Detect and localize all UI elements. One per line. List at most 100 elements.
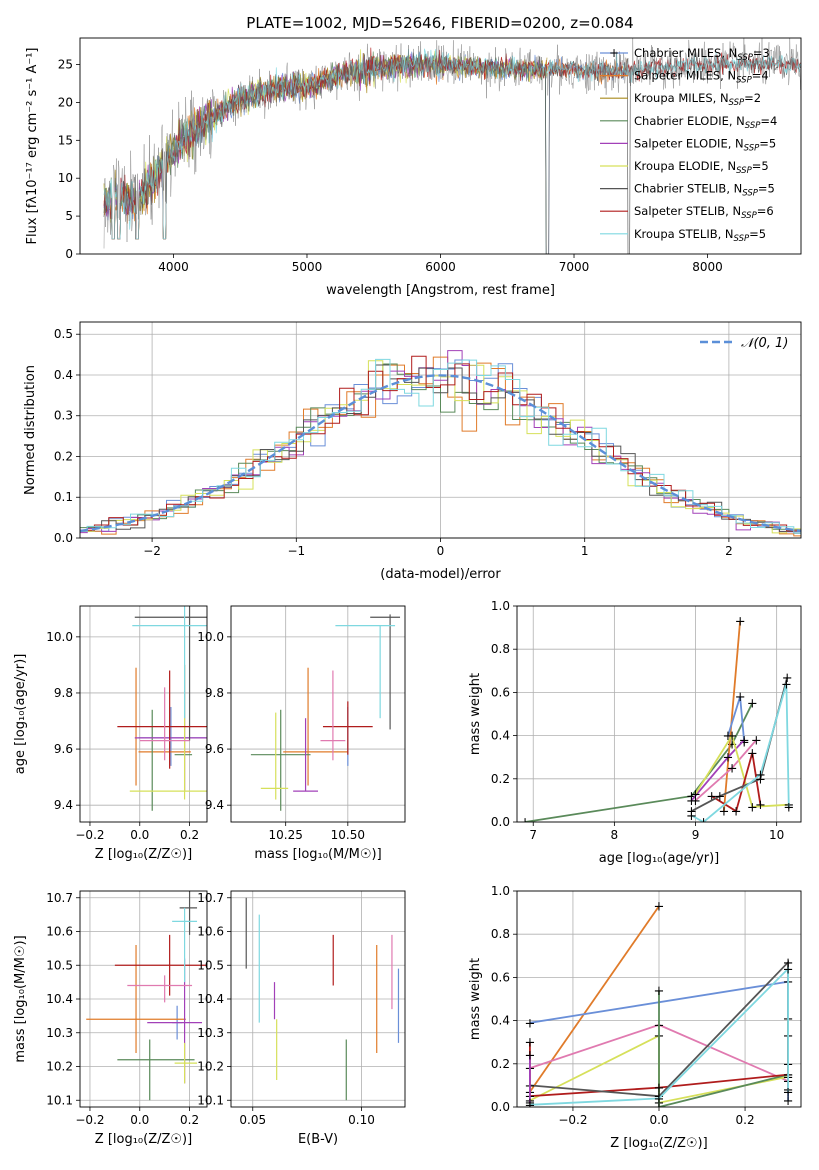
x-tick-label: 6000 — [425, 260, 456, 274]
legend-label: Chabrier ELODIE, NSSP=4 — [634, 114, 777, 131]
mass-weight-point: + — [783, 1085, 794, 1100]
y-tick-label: 0.3 — [54, 409, 73, 423]
error-cross-kroupa-elodie — [174, 1042, 198, 1084]
legend-label-subscript: SSP — [729, 98, 745, 108]
x-tick-label: 4000 — [158, 260, 189, 274]
mass-weight-point: + — [731, 805, 742, 820]
y-tick-label: 0.2 — [54, 449, 73, 463]
legend-label-part: Salpeter STELIB, N — [634, 204, 741, 218]
x-axis-label: Z [log₁₀(Z/Z☉)] — [95, 1132, 192, 1147]
y-tick-label: 9.4 — [54, 798, 73, 812]
legend-label: Salpeter ELODIE, NSSP=5 — [634, 136, 776, 153]
legend-label-subscript: SSP — [737, 53, 753, 63]
residuals-panel: −2 −1 0 1 2 0.0 0.1 0.2 0.3 0.4 0.5 (data-model)/er… — [23, 321, 802, 582]
y-axis-label: mass weight — [468, 673, 483, 755]
error-cross-salpeter-miles — [283, 667, 348, 786]
legend-label-part: Salpeter MILES, N — [634, 69, 736, 83]
x-axis-label: age [log₁₀(age/yr)] — [599, 851, 720, 866]
mass-weight-point: + — [706, 790, 717, 805]
legend-label-subscript: SSP — [742, 189, 758, 199]
mass-weight-point: + — [747, 746, 758, 761]
y-tick-label: 10.7 — [46, 891, 73, 905]
x-tick-label: −1 — [287, 544, 305, 558]
legend-label-part: =5 — [758, 182, 775, 196]
mass-weight-line-chabrier-elodie — [658, 990, 789, 1107]
legend-label: 𝒩(0, 1) — [741, 336, 788, 351]
age-vs-metallicity-panel: −0.2 0.0 0.2 9.4 9.6 9.8 10.0 Z [log₁₀(Z/Z☉)] ag… — [13, 605, 208, 862]
error-crosses — [86, 891, 207, 1101]
legend-label-subscript: SSP — [736, 166, 752, 176]
y-tick-label: 0.1 — [54, 490, 73, 504]
y-tick-label: 0.4 — [491, 1014, 510, 1028]
axes-frame — [79, 605, 208, 823]
mass-vs-metallicity-panel: −0.2 0.0 0.2 10.1 10.2 10.3 10.4 10.5 10.6 10.7 Z … — [13, 890, 208, 1147]
y-axis-label: mass [log₁₀(M/M☉)] — [13, 935, 28, 1062]
mass-weight-point: + — [654, 1101, 665, 1116]
y-tick-label: 10 — [58, 171, 73, 185]
mass-weight-point: + — [782, 671, 793, 686]
spectrum-panel: 4000 5000 6000 7000 8000 0 5 10 15 20 25 wavelength… — [25, 37, 802, 298]
y-tick-label: 10.5 — [46, 958, 73, 972]
spectrum-lines — [103, 38, 801, 254]
normal-distribution-curve — [80, 374, 801, 533]
mass-weight-point: + — [690, 787, 701, 802]
mass-weight-line-salpeter-miles — [723, 621, 741, 812]
ticks: 7 8 9 10 0.0 0.2 0.4 0.6 0.8 1.0 — [491, 599, 784, 842]
mass-weight-point: + — [698, 816, 709, 831]
x-tick-label: −2 — [143, 544, 161, 558]
y-tick-label: 10.3 — [197, 1026, 224, 1040]
error-cross-salpeter-stelib — [322, 701, 373, 755]
ticks: −0.2 0.0 0.2 0.0 0.2 0.4 0.6 0.8 1.0 — [491, 884, 755, 1127]
mass-weight-point: + — [727, 738, 738, 753]
y-tick-label: 0.4 — [54, 368, 73, 382]
y-tick-label: 0.0 — [54, 531, 73, 545]
y-tick-label: 0.0 — [491, 815, 510, 829]
y-tick-label: 9.8 — [205, 686, 224, 700]
axes-frame — [516, 605, 802, 823]
error-crosses — [245, 897, 400, 1101]
mass-weight-point: + — [783, 962, 794, 977]
mass-weight-point: + — [783, 1094, 794, 1109]
x-tick-label: −0.2 — [558, 1113, 587, 1127]
x-tick-label: 5000 — [292, 260, 323, 274]
mass-weight-point: + — [735, 690, 746, 705]
y-tick-label: 10.2 — [46, 1060, 73, 1074]
legend-label-subscript: SSP — [741, 211, 757, 221]
mass-weight-point: + — [739, 736, 750, 751]
x-axis-label: wavelength [Angstrom, rest frame] — [326, 283, 555, 298]
axes-frame — [79, 890, 208, 1108]
y-tick-label: 10.3 — [46, 1026, 73, 1040]
error-crosses — [250, 614, 401, 811]
y-tick-label: 1.0 — [491, 599, 510, 613]
y-tick-label: 5 — [65, 209, 73, 223]
y-tick-label: 0.8 — [491, 642, 510, 656]
mass-weight-point: + — [781, 677, 792, 692]
ticks: 0.05 0.10 10.1 10.2 10.3 10.4 10.5 10.6 10.7 — [197, 891, 375, 1127]
mass-weight-line-kroupa-elodie — [694, 733, 789, 808]
mass-weight-line-kroupa-stelib — [529, 966, 789, 1106]
legend-label-subscript: SSP — [736, 76, 752, 86]
y-tick-label: 10.2 — [197, 1060, 224, 1074]
error-cross-chabrier-stelib — [134, 606, 207, 741]
y-tick-label: 15 — [58, 133, 73, 147]
mass-weight-point: + — [783, 956, 794, 971]
x-tick-label: 8 — [611, 828, 619, 842]
mass-weight-point: + — [755, 772, 766, 787]
x-tick-label: −0.2 — [75, 1113, 104, 1127]
x-tick-label: 10.50 — [331, 828, 365, 842]
mass-weight-lines: ++++++++++++++++++++++++++++++++ — [524, 900, 794, 1116]
ticks: −0.2 0.0 0.2 9.4 9.6 9.8 10.0 — [46, 630, 199, 842]
mass-weight-point: + — [723, 751, 734, 766]
mass-weight-point: + — [654, 900, 665, 915]
y-tick-label: 0 — [65, 247, 73, 261]
mass-weight-line-kroupa-stelib — [691, 683, 790, 822]
y-tick-label: 10.6 — [46, 925, 73, 939]
error-cross-salpeter-elodie — [293, 718, 318, 792]
y-tick-label: 10.5 — [197, 958, 224, 972]
y-tick-label: 1.0 — [491, 884, 510, 898]
x-axis-label: E(B-V) — [298, 1132, 338, 1147]
axes-frame — [516, 890, 802, 1108]
legend-label-part: Chabrier ELODIE, N — [634, 114, 745, 128]
